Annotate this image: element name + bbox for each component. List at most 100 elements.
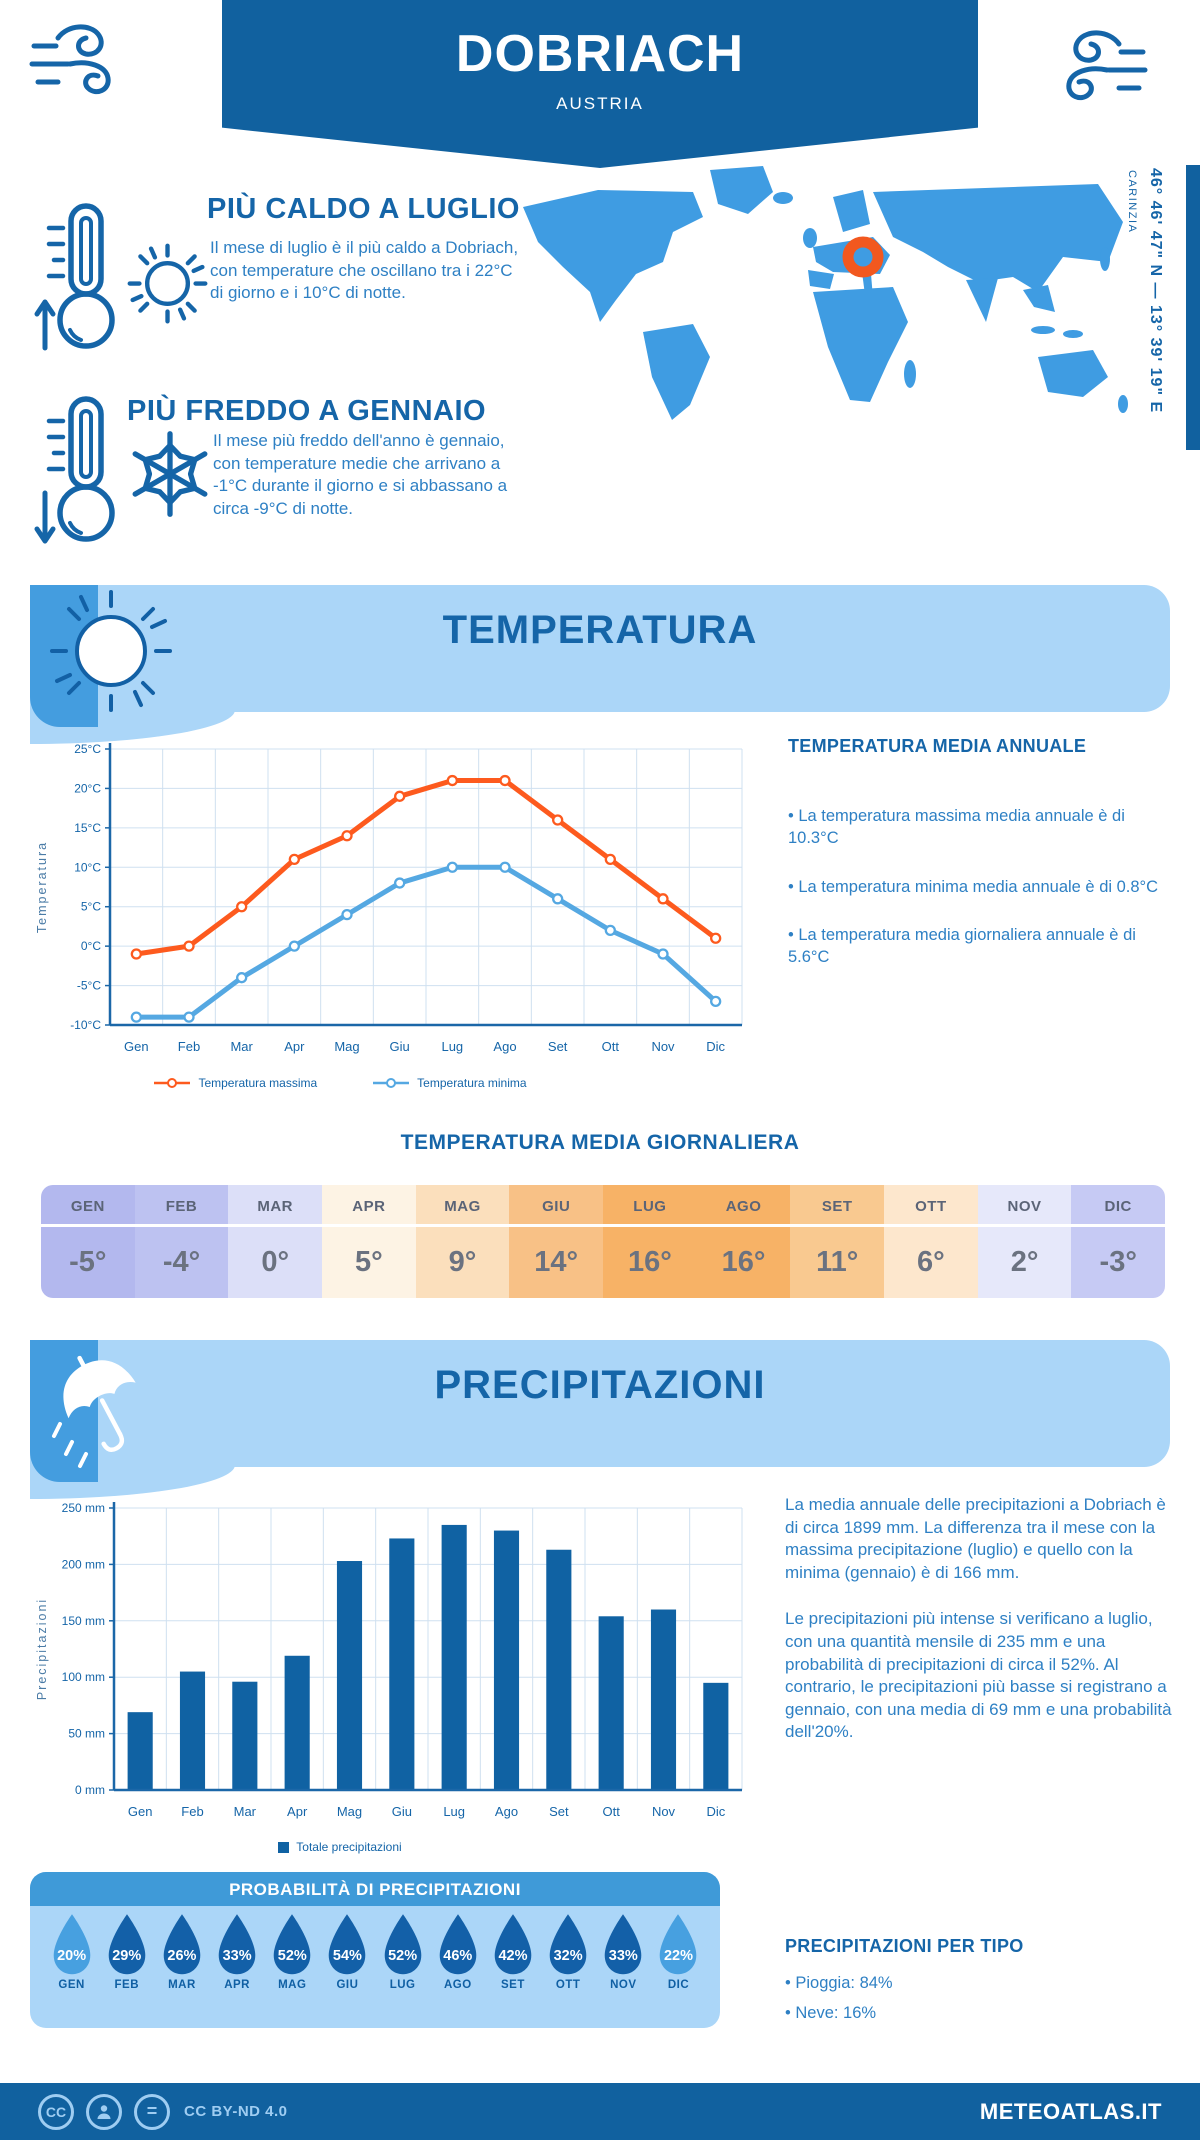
temp-table-month: GEN <box>41 1185 135 1227</box>
cc-nd-icon: = <box>134 2093 170 2130</box>
thermometer-up-icon <box>34 203 115 351</box>
raindrop-icon <box>439 1914 477 1975</box>
temp-table-column-lug: LUG 16° <box>603 1185 697 1298</box>
precipitation-text: La media annuale delle precipitazioni a … <box>785 1494 1177 1744</box>
world-map <box>523 166 1128 420</box>
temp-table-month: OTT <box>884 1185 978 1227</box>
svg-text:150 mm: 150 mm <box>62 1614 105 1628</box>
raindrop-icon <box>494 1914 532 1975</box>
svg-text:Nov: Nov <box>652 1804 676 1819</box>
svg-text:Set: Set <box>549 1804 569 1819</box>
svg-text:Mar: Mar <box>230 1039 253 1054</box>
svg-text:Lug: Lug <box>441 1039 463 1054</box>
probability-droplet-dic: 22% DIC <box>651 1912 706 1991</box>
svg-text:200 mm: 200 mm <box>62 1557 105 1571</box>
hot-month-title: PIÙ CALDO A LUGLIO <box>207 193 520 225</box>
probability-month: DIC <box>667 1979 690 1991</box>
legend-item: Temperatura minima <box>372 1076 527 1090</box>
svg-text:Dic: Dic <box>706 1804 725 1819</box>
svg-text:25°C: 25°C <box>74 742 101 756</box>
probability-value: 52% <box>277 1948 307 1964</box>
temperature-line-chart: -10°C -5°C 0°C 5°C 10°C 15°C 20°C 25°C Gen Feb Mar… <box>35 742 743 1054</box>
probability-droplet-ago: 46% AGO <box>430 1912 485 1991</box>
temp-table-value: 5° <box>354 1246 383 1278</box>
raindrop-icon <box>53 1914 90 1975</box>
temp-table-column-mar: MAR 0° <box>228 1185 323 1298</box>
temp-table-value: 2° <box>1010 1246 1039 1278</box>
probability-month: GEN <box>58 1979 85 1991</box>
raindrop-icon <box>660 1914 697 1975</box>
svg-text:0°C: 0°C <box>81 939 101 953</box>
snowflake-icon <box>132 431 208 517</box>
svg-text:Ago: Ago <box>495 1804 518 1819</box>
cold-month-title: PIÙ FREDDO A GENNAIO <box>127 395 487 427</box>
precipitation-paragraph: La media annuale delle precipitazioni a … <box>785 1495 1166 1582</box>
svg-text:Precipitazioni: Precipitazioni <box>35 1598 49 1700</box>
temp-table-column-set: SET 11° <box>790 1185 885 1298</box>
raindrop-icon <box>605 1914 642 1975</box>
svg-text:Gen: Gen <box>128 1804 153 1819</box>
svg-text:100 mm: 100 mm <box>62 1670 105 1684</box>
license-label: CC BY-ND 4.0 <box>184 2103 288 2120</box>
probability-value: 52% <box>388 1948 418 1964</box>
cold-month-text: Il mese più freddo dell'anno è gennaio, … <box>213 431 508 518</box>
thermometer-down-icon <box>34 396 115 544</box>
svg-text:Set: Set <box>548 1039 568 1054</box>
temp-table-column-dic: DIC -3° <box>1071 1185 1165 1298</box>
temp-table-column-apr: APR 5° <box>322 1185 416 1298</box>
temp-table-value: -3° <box>1099 1246 1137 1278</box>
probability-droplet-mar: 26% MAR <box>154 1912 209 1991</box>
probability-droplet-giu: 54% GIU <box>320 1912 375 1991</box>
temp-table-month: NOV <box>977 1185 1072 1227</box>
svg-text:50 mm: 50 mm <box>68 1727 105 1741</box>
probability-value: 42% <box>498 1948 528 1964</box>
temp-table-column-feb: FEB -4° <box>134 1185 229 1298</box>
svg-text:15°C: 15°C <box>74 821 101 835</box>
precipitation-by-type-block: PRECIPITAZIONI PER TIPO • Pioggia: 84% • … <box>785 1936 1165 2028</box>
temp-table-column-mag: MAG 9° <box>415 1185 510 1298</box>
hot-month-text: Il mese di luglio è il più caldo a Dobri… <box>210 238 519 303</box>
temperature-band <box>30 585 1170 712</box>
coordinates-label: 46° 46' 47" N — 13° 39' 19" E <box>1147 168 1164 414</box>
cc-attribution-icon <box>86 2093 122 2130</box>
precipitation-probability-title: PROBABILITÀ DI PRECIPITAZIONI <box>30 1872 720 1906</box>
temperature-section-title: TEMPERATURA <box>442 608 758 652</box>
svg-text:Lug: Lug <box>443 1804 465 1819</box>
probability-droplet-gen: 20% GEN <box>44 1912 99 1991</box>
sun-icon <box>50 590 172 712</box>
cc-icon: CC <box>38 2093 74 2130</box>
title-banner: DOBRIACH AUSTRIA <box>222 0 978 168</box>
probability-value: 33% <box>222 1948 252 1964</box>
probability-month: OTT <box>555 1979 581 1991</box>
raindrop-icon <box>329 1914 366 1975</box>
temp-table-value: 0° <box>261 1246 290 1278</box>
type-bullet: • Neve: 16% <box>785 2003 877 2022</box>
temp-table-month: DIC <box>1071 1185 1165 1227</box>
probability-droplet-lug: 52% LUG <box>375 1912 430 1991</box>
precipitation-paragraph: Le precipitazioni più intense si verific… <box>785 1609 1172 1742</box>
probability-value: 26% <box>167 1948 197 1964</box>
svg-text:Apr: Apr <box>284 1039 305 1054</box>
probability-value: 33% <box>608 1948 638 1964</box>
site-name: METEOATLAS.IT <box>979 2098 1162 2124</box>
probability-value: 29% <box>112 1948 142 1964</box>
svg-text:Feb: Feb <box>178 1039 200 1054</box>
page-subtitle: AUSTRIA <box>556 94 644 113</box>
probability-month: NOV <box>610 1979 637 1991</box>
precipitation-by-type-title: PRECIPITAZIONI PER TIPO <box>785 1936 1024 1956</box>
probability-droplet-apr: 33% APR <box>210 1912 265 1991</box>
svg-text:250 mm: 250 mm <box>62 1501 105 1515</box>
probability-value: 32% <box>553 1948 583 1964</box>
temp-table-month: MAG <box>415 1185 510 1227</box>
raindrop-icon <box>549 1914 587 1975</box>
probability-month: SET <box>501 1979 525 1991</box>
svg-text:-5°C: -5°C <box>77 979 101 993</box>
svg-text:Apr: Apr <box>287 1804 308 1819</box>
probability-month: APR <box>224 1979 250 1991</box>
raindrop-icon <box>163 1914 201 1975</box>
temp-table-column-giu: GIU 14° <box>509 1185 604 1298</box>
temp-table-column-ott: OTT 6° <box>884 1185 978 1298</box>
annual-temperature-bullets: • La temperatura massima media annuale è… <box>788 805 1180 968</box>
temp-table-value: -4° <box>162 1246 201 1278</box>
probability-droplet-feb: 29% FEB <box>99 1912 154 1991</box>
